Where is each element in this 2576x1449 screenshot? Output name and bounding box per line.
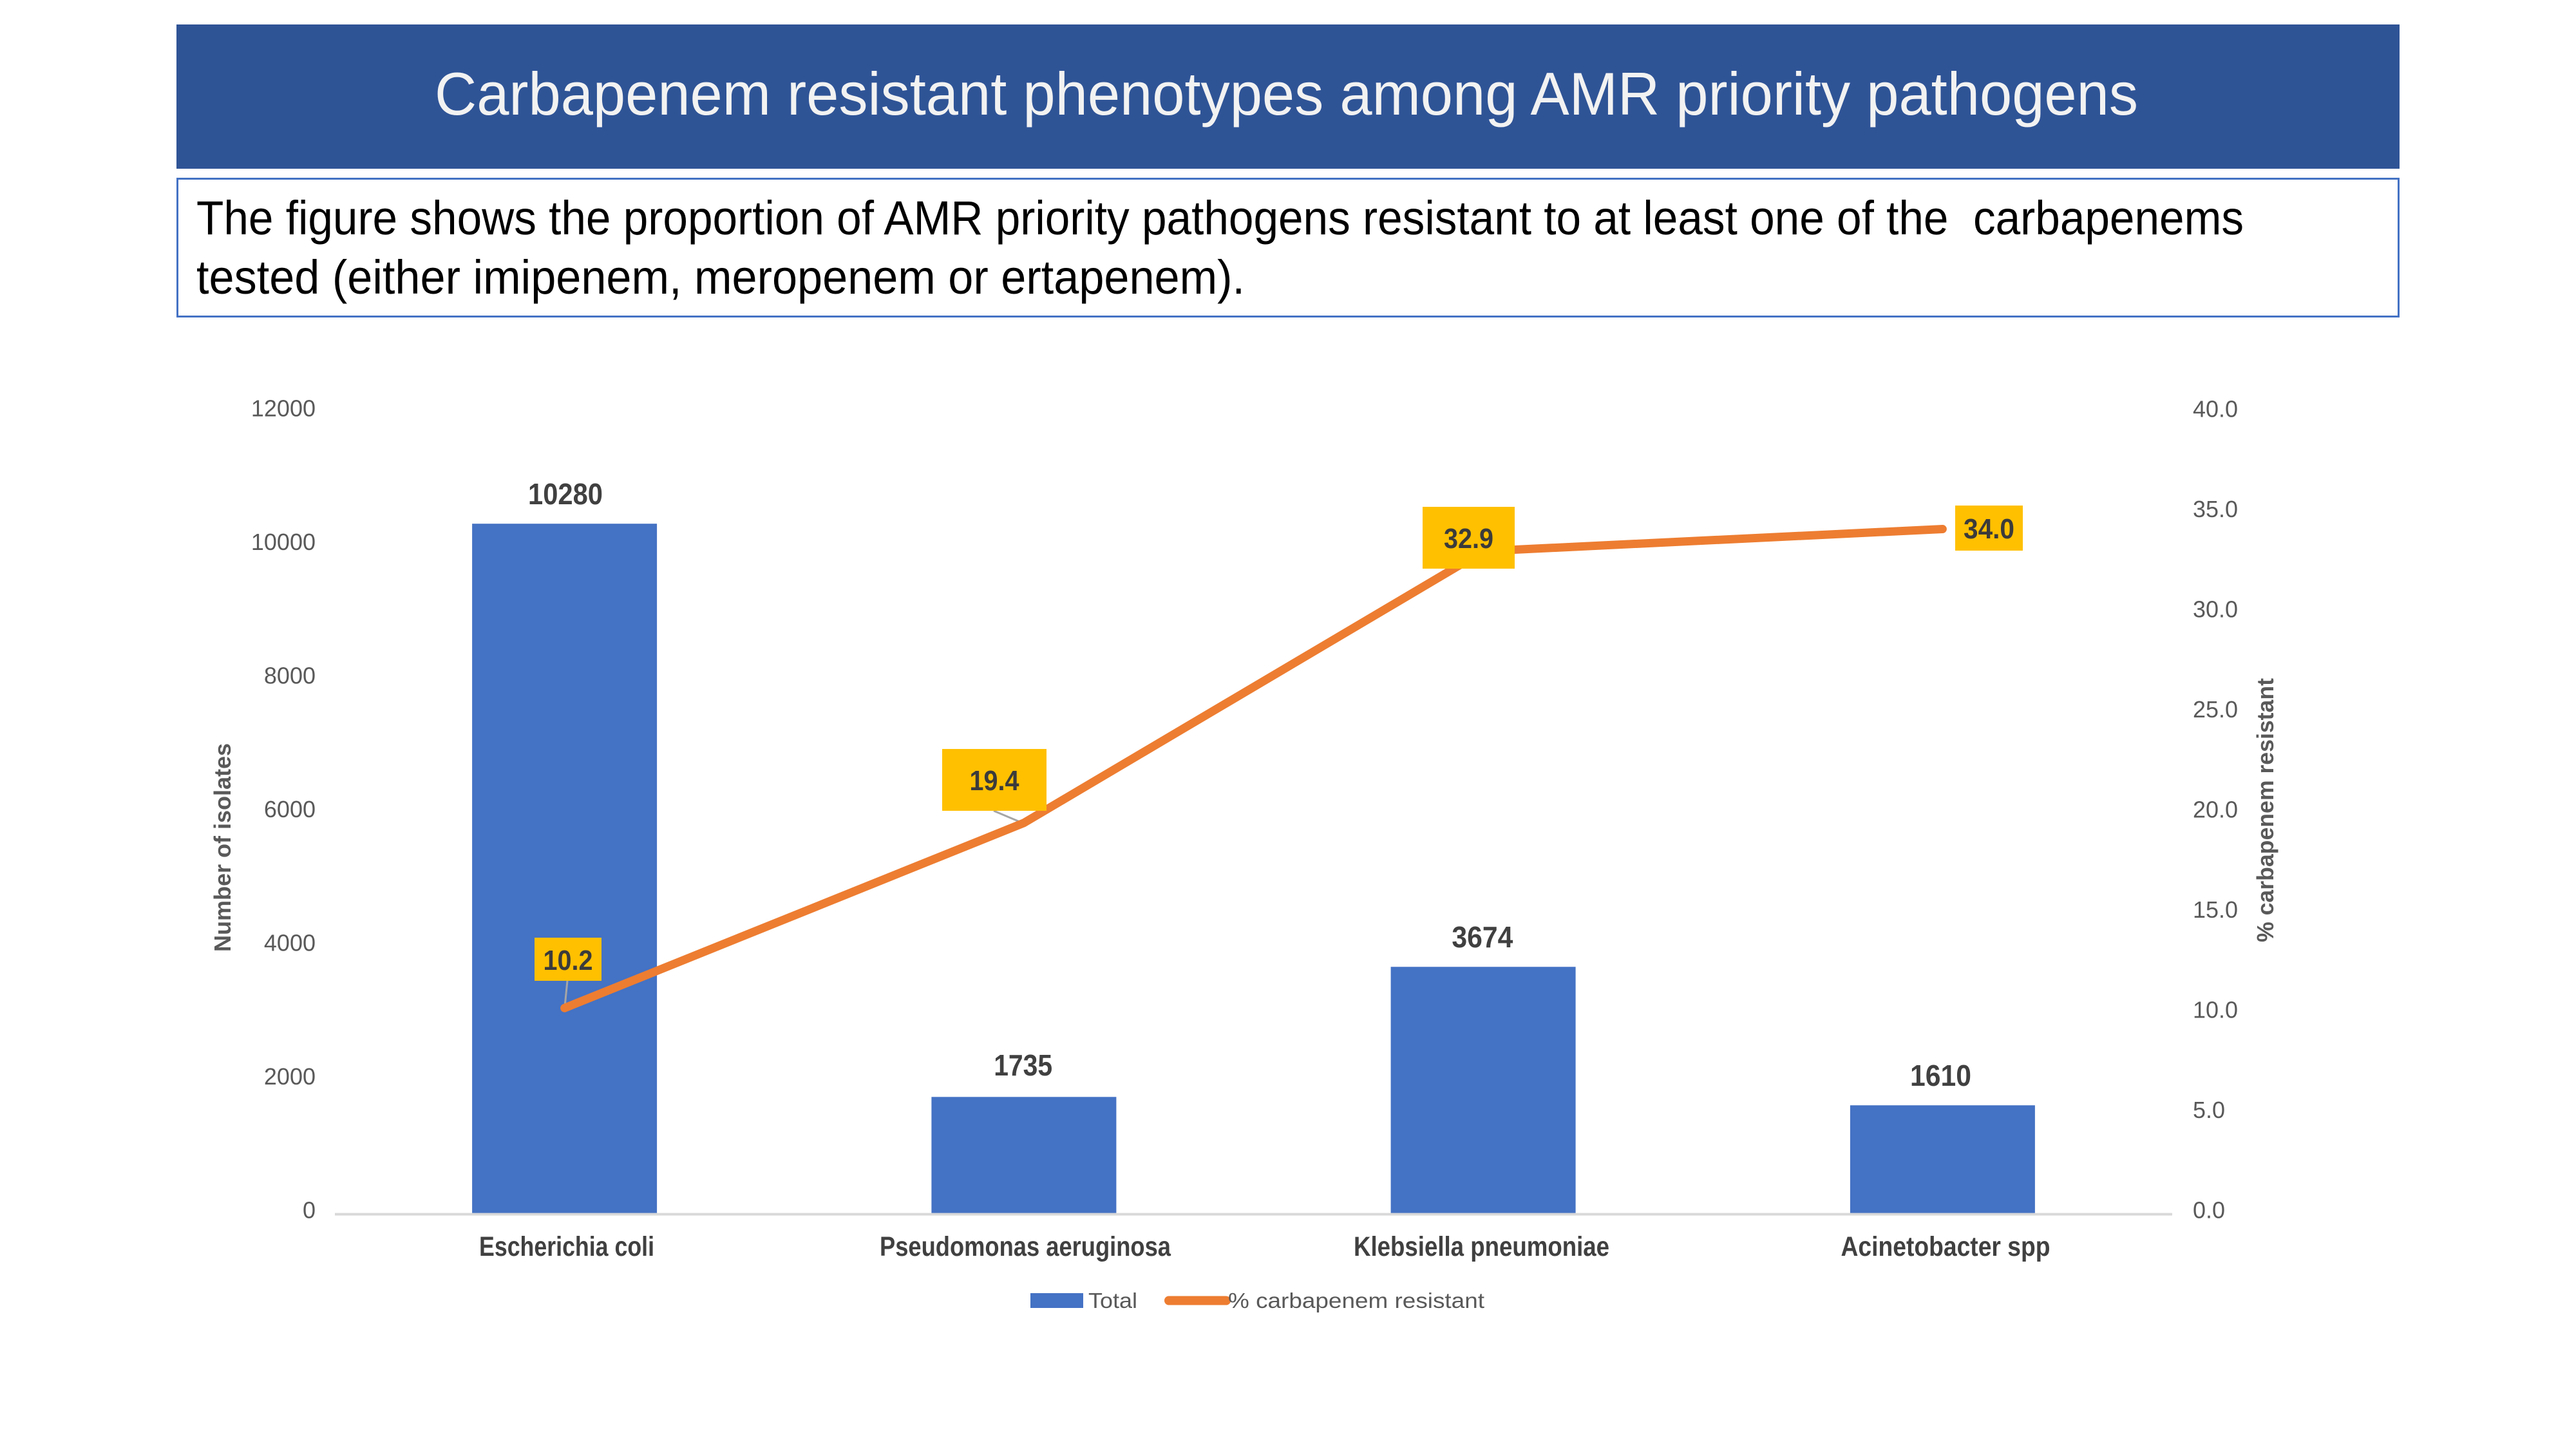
svg-text:5.0: 5.0 — [2193, 1097, 2225, 1123]
svg-text:10280: 10280 — [528, 477, 603, 511]
svg-text:Carbapenem resistant phenotype: Carbapenem resistant phenotypes among AM… — [435, 60, 2138, 128]
svg-text:3674: 3674 — [1452, 920, 1513, 954]
svg-text:12000: 12000 — [251, 395, 316, 421]
svg-text:Acinetobacter spp: Acinetobacter spp — [1841, 1231, 2050, 1262]
svg-text:32.9: 32.9 — [1444, 523, 1493, 554]
svg-text:Pseudomonas aeruginosa: Pseudomonas aeruginosa — [880, 1231, 1171, 1262]
svg-text:2000: 2000 — [264, 1063, 316, 1090]
svg-text:20.0: 20.0 — [2193, 796, 2238, 822]
svg-text:30.0: 30.0 — [2193, 596, 2238, 622]
svg-text:0: 0 — [303, 1197, 316, 1223]
svg-text:Number of isolates: Number of isolates — [209, 743, 236, 952]
svg-text:35.0: 35.0 — [2193, 496, 2238, 522]
svg-text:1735: 1735 — [994, 1048, 1052, 1082]
svg-text:6000: 6000 — [264, 796, 316, 822]
svg-text:10.0: 10.0 — [2193, 996, 2238, 1023]
svg-text:% carbapenem resistant: % carbapenem resistant — [2252, 678, 2278, 942]
svg-text:10.2: 10.2 — [544, 945, 593, 976]
svg-text:Klebsiella pneumoniae: Klebsiella pneumoniae — [1354, 1231, 1609, 1262]
svg-text:15.0: 15.0 — [2193, 896, 2238, 923]
svg-text:34.0: 34.0 — [1964, 513, 2014, 545]
svg-text:25.0: 25.0 — [2193, 696, 2238, 723]
svg-text:Total: Total — [1088, 1289, 1137, 1312]
svg-text:tested (either imipenem, merop: tested (either imipenem, meropenem or er… — [196, 251, 1245, 304]
svg-text:4000: 4000 — [264, 929, 316, 956]
svg-text:Escherichia coli: Escherichia coli — [479, 1231, 654, 1262]
svg-text:% carbapenem resistant: % carbapenem resistant — [1228, 1289, 1484, 1312]
svg-text:40.0: 40.0 — [2193, 395, 2238, 422]
svg-text:10000: 10000 — [251, 529, 316, 555]
svg-text:19.4: 19.4 — [970, 765, 1019, 797]
svg-text:8000: 8000 — [264, 662, 316, 688]
svg-text:0.0: 0.0 — [2193, 1197, 2225, 1223]
svg-text:The figure shows the proportio: The figure shows the proportion of AMR p… — [196, 191, 2244, 245]
svg-text:1610: 1610 — [1910, 1059, 1971, 1092]
